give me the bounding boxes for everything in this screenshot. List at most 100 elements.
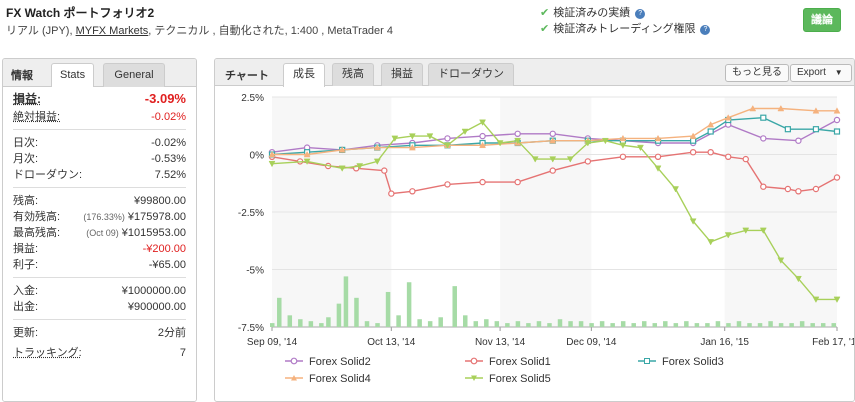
tab-profit[interactable]: 損益	[381, 63, 423, 86]
volume-bar	[715, 321, 721, 327]
series-point	[549, 167, 556, 174]
y-tick-label: -2.5%	[238, 208, 264, 219]
series-point	[742, 155, 749, 163]
stat-deposit: 入金: ¥1000000.00	[13, 283, 186, 299]
volume-bar	[270, 323, 275, 327]
portfolio-header: FX Watch ポートフォリオ2 リアル (JPY), MYFX Market…	[0, 0, 855, 44]
legend-label: Forex Solid4	[309, 373, 371, 385]
discuss-button[interactable]: 議論	[803, 8, 841, 32]
series-point	[833, 116, 841, 124]
stat-label: 有効残高:	[13, 211, 61, 223]
series-point	[833, 174, 841, 181]
export-dropdown[interactable]: Export ▼	[790, 64, 852, 82]
y-tick-label: 0%	[250, 151, 265, 162]
series-point	[479, 132, 486, 140]
series-point	[303, 150, 311, 158]
account-info-suffix: , テクニカル , 自動化された, 1:400 , MetaTrader 4	[148, 25, 394, 37]
volume-bar	[757, 323, 763, 327]
series-point	[724, 114, 732, 121]
volume-bar	[505, 323, 510, 327]
portfolio-subtitle: リアル (JPY), MYFX Markets, テクニカル , 自動化された,…	[6, 22, 393, 38]
help-icon[interactable]: ?	[700, 25, 711, 35]
stat-tracking: トラッキング: 7	[13, 345, 186, 361]
stat-value: -0.02%	[151, 137, 186, 149]
broker-link[interactable]: MYFX Markets	[75, 25, 149, 37]
stat-label: 残高:	[13, 195, 39, 207]
stat-profit: 損益: -3.09%	[13, 89, 186, 109]
chevron-down-icon: ▼	[834, 68, 843, 77]
legend-marker	[470, 357, 478, 365]
series-point	[672, 186, 679, 193]
series-point	[373, 144, 381, 151]
legend-label: Forex Solid2	[309, 356, 371, 368]
stat-label: 出金:	[13, 301, 39, 313]
series-point	[795, 137, 802, 144]
chart-svg: 2.5% 0% -2.5% -5% -7.5% Sep 09, '14 Oct 13, '1…	[238, 93, 854, 385]
series-point	[408, 133, 416, 140]
legend-label: Forex Solid1	[489, 356, 551, 368]
volume-bar	[319, 323, 324, 327]
tracking-link[interactable]: トラッキング:	[13, 347, 82, 359]
stat-abs-profit: 絶対損益: -0.02%	[13, 109, 186, 125]
volume-bar	[526, 323, 531, 327]
volume-bar	[452, 286, 457, 327]
tab-growth[interactable]: 成長	[283, 63, 325, 87]
series-point	[338, 146, 346, 153]
volume-bar	[463, 315, 468, 327]
tab-general[interactable]: General	[103, 63, 165, 87]
volume-bar	[473, 321, 479, 327]
series-point	[338, 165, 346, 172]
volume-bar	[427, 321, 433, 327]
series-point	[479, 178, 486, 186]
series-point	[759, 227, 767, 234]
series-point	[514, 130, 521, 138]
volume-bar	[515, 321, 521, 327]
tab-balance[interactable]: 残高	[332, 63, 374, 86]
series-point	[654, 165, 662, 172]
series-point	[268, 160, 276, 168]
stat-value: -¥65.00	[148, 259, 186, 271]
more-button[interactable]: もっと見る	[725, 64, 789, 82]
check-icon: ✔	[540, 23, 550, 35]
legend-marker	[290, 357, 298, 365]
volume-bar	[578, 321, 584, 327]
volume-bar	[652, 323, 658, 327]
series-point	[584, 140, 592, 147]
series-point	[794, 275, 802, 283]
stat-highest: 最高残高: (Oct 09) ¥1015953.00	[13, 225, 186, 241]
tab-drawdown[interactable]: ドローダウン	[428, 63, 514, 86]
volume-bar	[747, 323, 752, 327]
volume-bar	[336, 303, 342, 327]
chart-panel-title: チャート	[225, 70, 269, 82]
series-point	[724, 232, 732, 239]
stat-label: 利子:	[13, 259, 39, 271]
series-point	[812, 126, 820, 133]
volume-bar	[484, 319, 489, 327]
help-icon[interactable]: ?	[635, 9, 646, 19]
stat-value: -0.53%	[151, 153, 186, 165]
series-point	[777, 104, 785, 112]
tab-stats[interactable]: Stats	[51, 63, 95, 87]
volume-bar	[768, 321, 773, 327]
growth-chart: 2.5% 0% -2.5% -5% -7.5% Sep 09, '14 Oct 13, '1…	[215, 86, 854, 401]
y-tick-label: -7.5%	[238, 323, 264, 334]
volume-bar	[385, 291, 391, 327]
volume-bar	[557, 319, 563, 327]
volume-bar	[726, 323, 731, 327]
stat-equity: 有効残高: (176.33%) ¥175978.00	[13, 209, 186, 225]
series-point	[742, 227, 750, 234]
stat-daily: 日次: -0.02%	[13, 135, 186, 151]
verified-track-label: 検証済みの実績	[553, 7, 631, 19]
series-point	[391, 135, 399, 142]
series-point	[784, 185, 792, 193]
chart-panel: チャート 成長 残高 損益 ドローダウン もっと見る Export ▼ 2.5%…	[214, 58, 855, 402]
info-panel: 情報 Stats General 損益: -3.09% 絶対損益: -0.02% 日…	[2, 58, 197, 402]
info-panel-title: 情報	[11, 70, 33, 82]
series-point	[373, 158, 381, 165]
stat-label: 日次:	[13, 137, 39, 149]
account-info-prefix: リアル (JPY),	[6, 25, 76, 37]
volume-bar	[673, 323, 679, 327]
volume-bar	[663, 321, 668, 327]
volume-bar	[820, 323, 826, 327]
stat-label: 損益:	[13, 243, 39, 255]
